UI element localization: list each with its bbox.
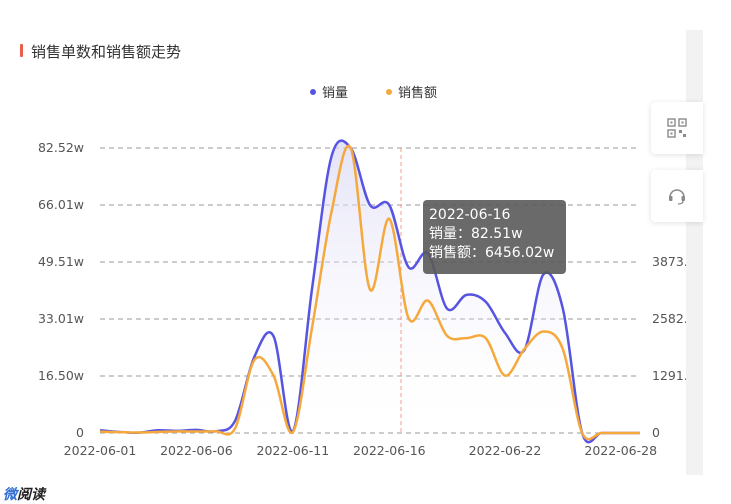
series-line-amount <box>99 144 640 441</box>
side-panel <box>686 30 703 475</box>
x-tick-label: 2022-06-22 <box>469 443 542 458</box>
chart-title: 销售单数和销售额走势 <box>31 43 182 61</box>
series-line-qty <box>99 139 640 444</box>
qr-code-icon <box>667 118 687 138</box>
tooltip-amount-value: 6456.02w <box>485 245 555 261</box>
x-tick-label: 2022-06-16 <box>353 443 426 458</box>
tooltip-amount-row: 销售额：6456.02w <box>429 244 566 263</box>
title-accent-bar <box>20 44 23 57</box>
tooltip-date: 2022-06-16 <box>429 207 511 223</box>
x-axis: 2022-06-01 2022-06-06 2022-06-11 2022-06-16… <box>64 443 657 458</box>
y-tick-left: 82.52w <box>38 140 84 155</box>
x-tick-label: 2022-06-01 <box>64 443 137 458</box>
tooltip-amount-label: 销售额： <box>429 245 485 261</box>
legend-label-amount: 销售额 <box>398 85 437 101</box>
headset-icon <box>669 189 685 205</box>
x-tick-label: 2022-06-11 <box>257 443 330 458</box>
y-tick-left: 66.01w <box>38 197 84 212</box>
y-tick-left: 16.50w <box>38 368 84 383</box>
legend: 销量 销售额 <box>310 85 437 101</box>
legend-marker-qty <box>310 89 316 95</box>
x-tick-label: 2022-06-28 <box>584 443 657 458</box>
y-tick-left: 33.01w <box>38 311 84 326</box>
qr-code-button[interactable] <box>651 102 703 154</box>
series-lines <box>99 139 640 444</box>
y-axis-left: 0 16.50w 33.01w 49.51w 66.01w 82.52w <box>38 140 84 440</box>
y-tick-left: 0 <box>76 425 84 440</box>
y-tick-right: 0 <box>652 425 660 440</box>
tooltip-qty-value: 82.51w <box>471 226 523 242</box>
y-tick-left: 49.51w <box>38 254 84 269</box>
brand-logo: 微阅读 <box>3 487 45 503</box>
legend-marker-amount <box>386 89 392 95</box>
tooltip-qty-row: 销量：82.51w <box>429 225 566 244</box>
x-tick-label: 2022-06-06 <box>160 443 233 458</box>
chart-tooltip: 2022-06-16 销量：82.51w 销售额：6456.02w <box>423 200 566 274</box>
legend-label-qty: 销量 <box>322 86 348 101</box>
tooltip-qty-label: 销量： <box>429 226 471 242</box>
customer-service-button[interactable] <box>651 170 703 222</box>
